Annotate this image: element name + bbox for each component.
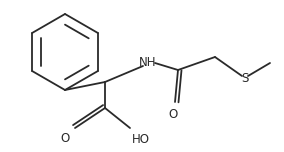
Text: HO: HO bbox=[132, 133, 150, 146]
Text: O: O bbox=[61, 132, 70, 145]
Text: NH: NH bbox=[139, 57, 157, 69]
Text: S: S bbox=[241, 71, 249, 85]
Text: O: O bbox=[168, 108, 178, 121]
